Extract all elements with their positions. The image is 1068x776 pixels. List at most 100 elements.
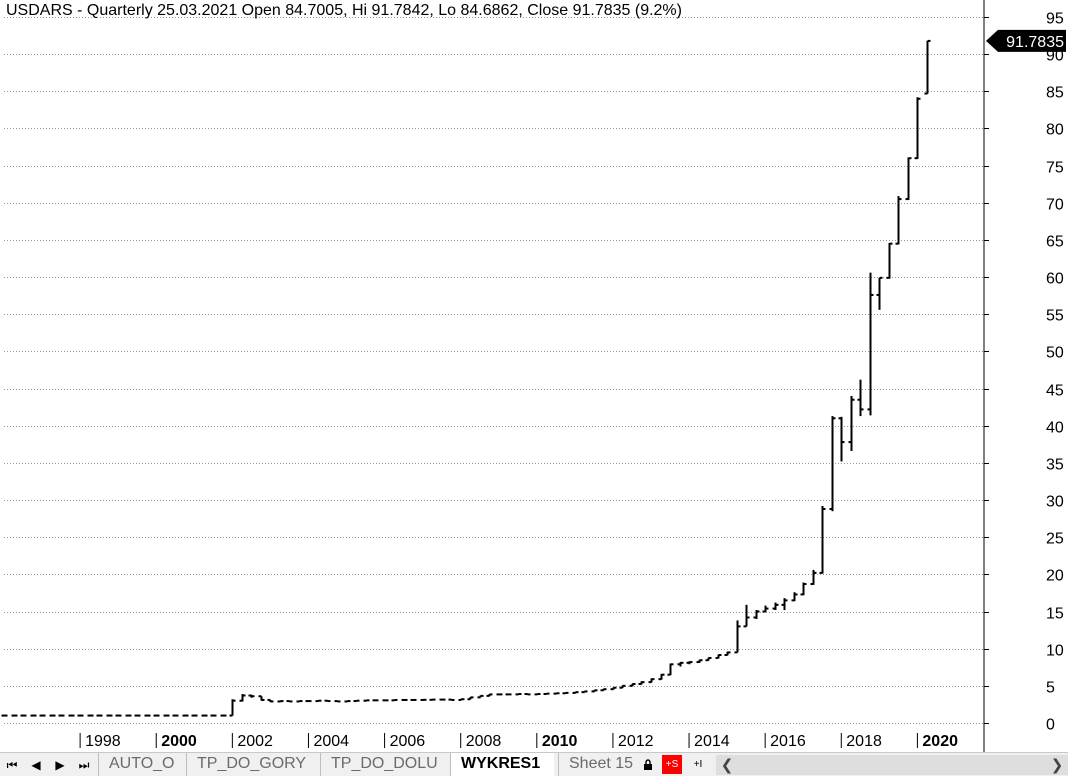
ohlc-bar bbox=[334, 700, 341, 703]
ohlc-bar bbox=[68, 714, 75, 717]
ohlc-bar bbox=[667, 663, 674, 676]
horizontal-scrollbar[interactable]: ❮ ❯ bbox=[716, 755, 1068, 775]
ohlc-bar bbox=[96, 714, 103, 717]
x-tick-label: 2008 bbox=[466, 733, 502, 750]
sheet-tab-auto-o[interactable]: AUTO_O bbox=[98, 753, 182, 776]
ohlc-bar bbox=[229, 699, 236, 717]
ohlc-bar bbox=[829, 416, 836, 512]
ohlc-bar bbox=[372, 699, 379, 702]
ohlc-bar bbox=[391, 698, 398, 702]
ohlc-bar bbox=[648, 678, 655, 684]
x-tick-label: 2012 bbox=[618, 733, 654, 750]
ohlc-bar bbox=[800, 582, 807, 596]
ohlc-bar bbox=[267, 698, 274, 703]
ohlc-bar bbox=[458, 698, 465, 701]
ohlc-bar bbox=[638, 681, 645, 685]
ohlc-bar bbox=[848, 396, 855, 452]
x-tick-label: 2002 bbox=[237, 733, 273, 750]
ohlc-bar bbox=[905, 157, 912, 201]
ohlc-bar bbox=[914, 97, 921, 160]
ohlc-bar bbox=[58, 714, 65, 717]
last-price-text: 91.7835 bbox=[1006, 34, 1064, 51]
ohlc-bar bbox=[296, 700, 303, 703]
ohlc-bar bbox=[886, 242, 893, 279]
add-sheet-button[interactable]: +S bbox=[662, 755, 682, 774]
ohlc-bar bbox=[324, 699, 331, 703]
lock-icon[interactable] bbox=[638, 755, 658, 774]
ohlc-bar bbox=[543, 692, 550, 696]
y-tick-label: 15 bbox=[1046, 606, 1064, 623]
ohlc-bar bbox=[753, 610, 760, 619]
scroll-right-icon[interactable]: ❯ bbox=[1050, 757, 1064, 774]
sheet-tab-wykres1[interactable]: WYKRES1 bbox=[450, 753, 554, 776]
ohlc-bar bbox=[486, 693, 493, 697]
ohlc-bar bbox=[49, 714, 56, 717]
ohlc-bar bbox=[505, 693, 512, 696]
ohlc-bar bbox=[772, 602, 779, 611]
ohlc-bar bbox=[734, 620, 741, 654]
ohlc-bar bbox=[562, 691, 569, 695]
ohlc-bar bbox=[315, 699, 322, 703]
ohlc-bar bbox=[182, 714, 189, 717]
ohlc-bar bbox=[619, 684, 626, 689]
y-tick-label: 35 bbox=[1046, 457, 1064, 474]
sheet-tab-tp-do-dolu[interactable]: TP_DO_DOLU bbox=[320, 753, 446, 776]
y-tick-label: 0 bbox=[1046, 717, 1055, 734]
chart-title: USDARS - Quarterly 25.03.2021 Open 84.70… bbox=[6, 2, 682, 19]
insert-button[interactable]: +I bbox=[693, 759, 703, 770]
ohlc-bar bbox=[572, 691, 579, 694]
next-sheet-icon[interactable]: ▶ bbox=[55, 758, 65, 772]
y-tick-label: 75 bbox=[1046, 160, 1064, 177]
ohlc-bar bbox=[686, 661, 693, 665]
ohlc-bar bbox=[696, 659, 703, 664]
ohlc-bar bbox=[286, 700, 293, 703]
ohlc-bar bbox=[838, 416, 845, 462]
x-tick-label: 2020 bbox=[922, 733, 958, 750]
scroll-left-icon[interactable]: ❮ bbox=[720, 757, 734, 774]
y-tick-label: 65 bbox=[1046, 234, 1064, 251]
x-tick-label: 2000 bbox=[161, 733, 197, 750]
ohlc-bar bbox=[277, 700, 284, 703]
y-tick-label: 25 bbox=[1046, 531, 1064, 548]
ohlc-bar bbox=[30, 714, 37, 717]
prev-sheet-icon[interactable]: ◀ bbox=[31, 758, 41, 772]
ohlc-bar bbox=[715, 654, 722, 659]
ohlc-bar bbox=[401, 698, 408, 701]
ohlc-bar bbox=[87, 714, 94, 717]
sheet-tab-tp-do-gory[interactable]: TP_DO_GORY bbox=[186, 753, 316, 776]
x-tick-label: 2010 bbox=[542, 733, 578, 750]
sheet-tab-sheet-15[interactable]: Sheet 15 bbox=[558, 753, 636, 776]
ohlc-bar bbox=[810, 569, 817, 586]
ohlc-bar bbox=[20, 714, 27, 717]
ohlc-bar bbox=[172, 714, 179, 717]
ohlc-bar bbox=[477, 694, 484, 699]
ohlc-bar bbox=[610, 686, 617, 691]
ohlc-bar bbox=[410, 698, 417, 701]
ohlc-bar bbox=[524, 693, 531, 696]
y-tick-label: 80 bbox=[1046, 122, 1064, 139]
ohlc-bar bbox=[1, 714, 8, 717]
ohlc-bar bbox=[344, 700, 351, 703]
ohlc-bar bbox=[191, 714, 198, 717]
y-tick-label: 85 bbox=[1046, 85, 1064, 102]
y-tick-label: 45 bbox=[1046, 383, 1064, 400]
ohlc-bar bbox=[876, 276, 883, 310]
y-tick-label: 5 bbox=[1046, 680, 1055, 697]
ohlc-bar bbox=[239, 694, 246, 702]
y-tick-label: 20 bbox=[1046, 568, 1064, 585]
x-tick-label: 1998 bbox=[85, 733, 121, 750]
y-tick-label: 30 bbox=[1046, 494, 1064, 511]
ohlc-bar bbox=[781, 598, 788, 611]
first-sheet-icon[interactable]: ⏮ bbox=[6, 757, 18, 772]
x-tick-label: 2014 bbox=[694, 733, 730, 750]
last-sheet-icon[interactable]: ⏭ bbox=[78, 757, 90, 772]
ohlc-bar bbox=[420, 698, 427, 701]
ohlc-bar bbox=[448, 698, 455, 701]
y-tick-label: 10 bbox=[1046, 643, 1064, 660]
ohlc-bar bbox=[591, 689, 598, 693]
ohlc-bar bbox=[515, 693, 522, 696]
ohlc-bar bbox=[11, 714, 18, 717]
ohlc-bar bbox=[677, 661, 684, 667]
ohlc-bar bbox=[153, 714, 160, 717]
ohlc-bar bbox=[496, 693, 503, 696]
